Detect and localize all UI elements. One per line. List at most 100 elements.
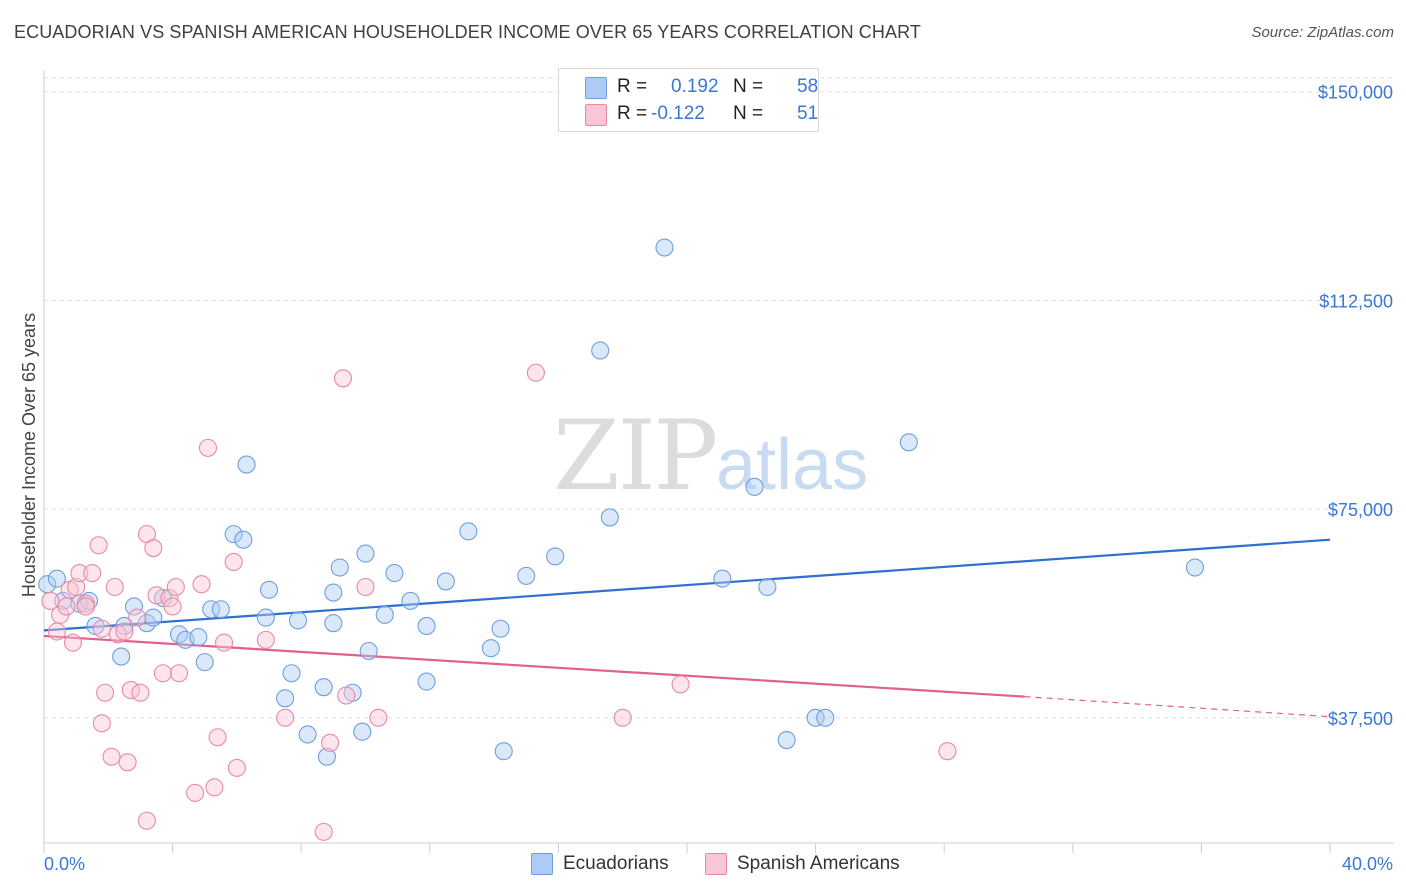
y-tick-label: $112,500	[1319, 291, 1393, 311]
point-ecuadorians	[314, 678, 333, 697]
point-spanish-americans	[169, 664, 189, 683]
point-spanish-americans	[118, 753, 137, 772]
point-ecuadorians	[317, 747, 336, 766]
point-ecuadorians	[600, 508, 619, 527]
point-ecuadorians	[375, 605, 394, 624]
point-spanish-americans	[186, 783, 205, 802]
point-ecuadorians	[436, 572, 455, 591]
point-ecuadorians	[899, 433, 918, 452]
trend-lines	[43, 538, 1331, 718]
point-ecuadorians	[112, 647, 131, 666]
legend-n-value: 58	[797, 76, 819, 97]
point-spanish-americans	[166, 577, 185, 597]
bottom-legend-swatch	[531, 853, 553, 875]
point-spanish-americans	[321, 733, 340, 752]
legend-r-label: R =	[617, 76, 648, 97]
point-ecuadorians	[491, 619, 510, 638]
point-spanish-americans	[76, 597, 95, 616]
trend-line-ecuadorians	[43, 538, 1331, 632]
y-tick-label: $150,000	[1318, 83, 1393, 103]
point-ecuadorians	[224, 525, 243, 544]
point-spanish-americans	[83, 564, 102, 583]
point-spanish-americans	[92, 619, 111, 638]
point-spanish-americans	[96, 683, 115, 702]
point-spanish-americans	[613, 708, 632, 727]
point-spanish-americans	[314, 822, 333, 841]
bottom-legend-label: Ecuadorians	[563, 853, 669, 874]
point-spanish-americans	[41, 591, 60, 610]
trend-line-extension	[1024, 696, 1331, 718]
x-tick-label: 0.0%	[44, 854, 85, 874]
data-points	[38, 238, 1205, 841]
point-ecuadorians	[758, 577, 777, 597]
point-spanish-americans	[89, 536, 108, 555]
point-spanish-americans	[192, 575, 211, 594]
legend-n-label: N =	[733, 103, 764, 124]
bottom-legend-label: Spanish Americans	[737, 853, 900, 874]
y-tick-label: $75,000	[1328, 500, 1393, 520]
point-ecuadorians	[713, 569, 732, 588]
point-spanish-americans	[337, 686, 356, 705]
point-ecuadorians	[330, 558, 349, 577]
point-spanish-americans	[57, 597, 76, 616]
point-ecuadorians	[417, 672, 436, 691]
point-ecuadorians	[288, 611, 308, 630]
point-ecuadorians	[276, 689, 295, 708]
point-ecuadorians	[298, 725, 317, 744]
point-spanish-americans	[224, 552, 243, 572]
point-spanish-americans	[205, 778, 224, 797]
point-ecuadorians	[655, 238, 674, 257]
axis-labels: $37,500 $75,000 $112,500 $150,000 0.0% 40.0% H…	[19, 83, 1393, 874]
bottom-legend-swatch	[705, 853, 727, 875]
point-spanish-americans	[63, 633, 82, 652]
point-ecuadorians	[816, 708, 835, 727]
point-spanish-americans	[131, 683, 150, 702]
point-ecuadorians	[517, 566, 536, 585]
point-spanish-americans	[153, 664, 173, 683]
point-spanish-americans	[144, 538, 163, 558]
point-ecuadorians	[234, 530, 253, 549]
point-spanish-americans	[227, 758, 246, 777]
legend-r-value: -0.122	[651, 103, 705, 124]
point-ecuadorians	[459, 522, 478, 541]
point-spanish-americans	[276, 708, 295, 727]
legend-n-label: N =	[733, 76, 764, 97]
point-spanish-americans	[356, 577, 375, 597]
correlation-legend: R = 0.192 N = 58 R = -0.122 N = 51	[558, 68, 819, 132]
point-spanish-americans	[214, 633, 234, 652]
point-spanish-americans	[47, 622, 66, 641]
point-spanish-americans	[333, 369, 353, 388]
point-ecuadorians	[47, 569, 66, 588]
chart-title: ECUADORIAN VS SPANISH AMERICAN HOUSEHOLD…	[14, 22, 921, 42]
point-ecuadorians	[324, 583, 343, 602]
point-ecuadorians	[211, 600, 230, 619]
y-tick-label: $37,500	[1328, 709, 1393, 729]
point-ecuadorians	[324, 614, 343, 633]
point-ecuadorians	[591, 341, 610, 360]
watermark-zip: ZIP	[553, 400, 718, 512]
legend-r-label: R =	[617, 103, 648, 124]
point-spanish-americans	[938, 742, 957, 761]
source-label: Source: ZipAtlas.com	[1251, 24, 1394, 41]
point-spanish-americans	[208, 728, 227, 747]
point-spanish-americans	[67, 577, 86, 597]
point-spanish-americans	[102, 747, 121, 766]
legend-r-value: 0.192	[671, 76, 719, 97]
point-ecuadorians	[195, 653, 214, 672]
point-ecuadorians	[745, 477, 764, 496]
point-ecuadorians	[385, 564, 404, 583]
point-spanish-americans	[137, 811, 156, 830]
point-ecuadorians	[359, 641, 378, 661]
point-spanish-americans	[105, 577, 124, 597]
point-spanish-americans	[671, 675, 690, 694]
point-ecuadorians	[777, 730, 796, 750]
watermark-atlas: atlas	[716, 425, 869, 505]
point-ecuadorians	[353, 722, 372, 741]
point-spanish-americans	[198, 438, 218, 457]
trend-line-spanish-americans	[43, 634, 1025, 698]
y-axis-label: Householder Income Over 65 years	[19, 313, 39, 597]
legend-swatch-spanish-americans	[585, 104, 607, 126]
gridlines	[44, 77, 1394, 719]
point-ecuadorians	[144, 608, 163, 627]
point-ecuadorians	[494, 742, 513, 761]
